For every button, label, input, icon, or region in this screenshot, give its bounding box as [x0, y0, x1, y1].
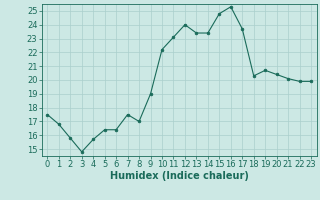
X-axis label: Humidex (Indice chaleur): Humidex (Indice chaleur) — [110, 171, 249, 181]
